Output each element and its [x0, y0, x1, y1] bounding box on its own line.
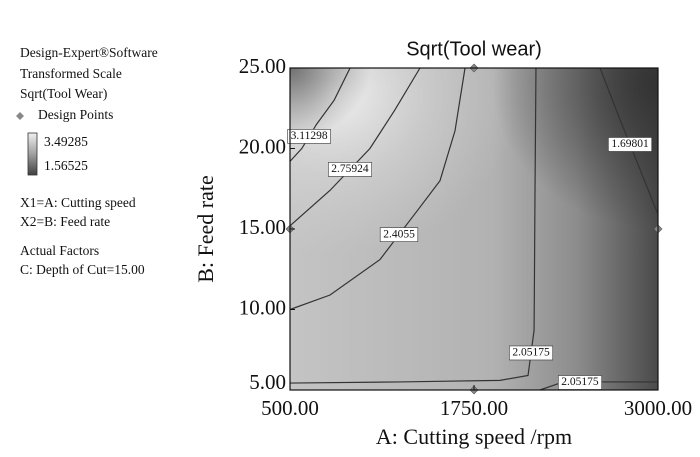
contour-label-box — [327, 162, 372, 177]
contour-label: 2.4055 — [383, 228, 415, 240]
x-tick-label: 3000.00 — [624, 396, 692, 420]
colorbar — [27, 132, 38, 176]
y-axis-title: B: Feed rate — [193, 175, 218, 283]
contour-label: 2.05175 — [512, 347, 550, 359]
y-tick-label: 5.00 — [249, 370, 286, 394]
contour-label: 2.75924 — [331, 163, 369, 175]
y-tick-label: 25.00 — [239, 54, 286, 78]
scale: Transformed Scale — [20, 66, 122, 81]
shading — [290, 68, 658, 390]
x2: X2=B: Feed rate — [20, 214, 110, 229]
points-label: Design Points — [38, 107, 113, 122]
x-tick-label: 500.00 — [261, 396, 319, 420]
color-max: 3.49285 — [44, 134, 88, 149]
contour-line — [289, 67, 351, 162]
contour-label: 1.69801 — [611, 138, 649, 150]
contour-label-box — [287, 129, 331, 144]
sidebar: Design-Expert®Software Transformed Scale… — [16, 45, 158, 277]
response: Sqrt(Tool Wear) — [20, 86, 107, 101]
y-tick-label: 10.00 — [239, 295, 286, 319]
chart-title: Sqrt(Tool wear) — [406, 38, 542, 60]
contour-line — [289, 67, 421, 227]
contour-label-box — [509, 345, 554, 361]
y-tick-label: 20.00 — [239, 134, 286, 158]
color-min: 1.56525 — [44, 158, 88, 173]
contour-label: 2.05175 — [561, 376, 599, 388]
design-point-icon — [16, 112, 24, 120]
factors-title: Actual Factors — [20, 243, 99, 258]
x-axis-title: A: Cutting speed /rpm — [376, 424, 572, 449]
x-tick-label: 1750.00 — [440, 396, 508, 420]
contour-line — [289, 67, 466, 311]
software: Design-Expert®Software — [20, 45, 158, 60]
contour-label: 3.11298 — [291, 130, 328, 142]
contour-label-box — [379, 227, 419, 242]
y-tick-label: 15.00 — [239, 215, 286, 239]
x1: X1=A: Cutting speed — [20, 195, 136, 210]
contour-label-box — [608, 137, 653, 152]
plot-background — [290, 68, 658, 390]
factor-c: C: Depth of Cut=15.00 — [20, 262, 145, 277]
